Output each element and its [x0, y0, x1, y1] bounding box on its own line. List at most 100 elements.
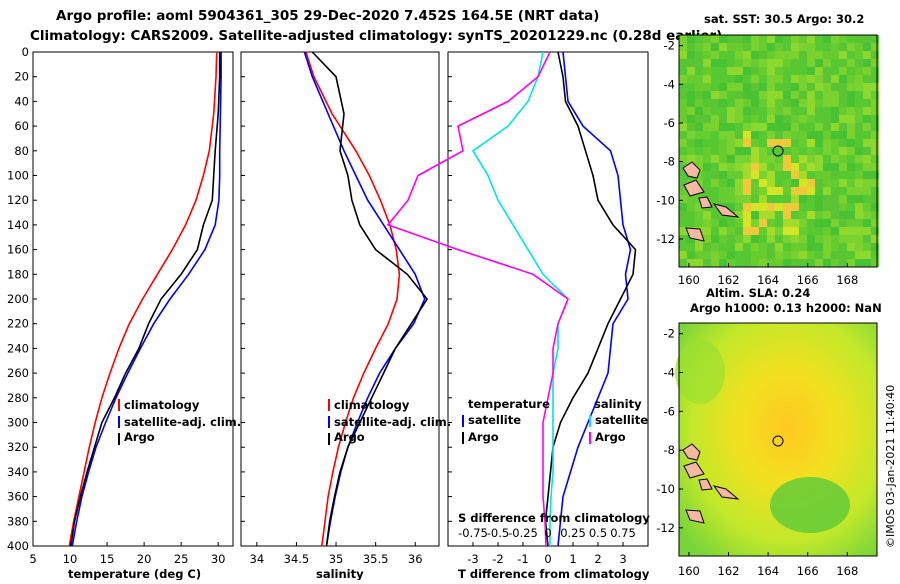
sst-cell	[727, 83, 735, 91]
sst-cell	[847, 43, 855, 51]
sst-cell	[839, 99, 847, 107]
sst-cell	[815, 251, 823, 259]
x-tick-label: 35	[329, 552, 344, 566]
sst-cell	[743, 91, 751, 99]
sst-cell	[775, 59, 783, 67]
sst-cell	[839, 115, 847, 123]
sst-cell	[799, 243, 807, 251]
sst-cell	[863, 115, 871, 123]
sst-cell	[687, 75, 695, 83]
sst-cell	[831, 99, 839, 107]
sst-cell	[711, 163, 719, 171]
sst-cell	[727, 187, 735, 195]
sst-cell	[823, 259, 831, 267]
sst-cell	[679, 91, 687, 99]
sst-cell	[855, 35, 863, 43]
sst-cell	[703, 59, 711, 67]
sst-cell	[719, 219, 727, 227]
difference-series	[386, 51, 637, 547]
argo-float-marker	[772, 435, 784, 447]
sst-cell	[831, 211, 839, 219]
sst-cell	[815, 211, 823, 219]
sst-cell	[759, 59, 767, 67]
sst-cell	[783, 43, 791, 51]
sst-cell	[807, 171, 815, 179]
sst-cell	[871, 251, 879, 259]
sst-cell	[799, 147, 807, 155]
sst-cell	[751, 59, 759, 67]
sst-cell	[799, 123, 807, 131]
sst-cell	[791, 251, 799, 259]
sst-cell	[871, 235, 879, 243]
sst-cell	[807, 155, 815, 163]
sst-cell	[703, 35, 711, 43]
sst-cell	[695, 91, 703, 99]
sst-cell	[847, 115, 855, 123]
sst-cell	[743, 99, 751, 107]
sst-cell	[823, 227, 831, 235]
x-tick-label: 35.5	[363, 552, 389, 566]
sst-cell	[863, 147, 871, 155]
sst-cell	[775, 147, 783, 155]
sst-cell	[719, 235, 727, 243]
sst-cell	[823, 211, 831, 219]
sst-cell	[831, 115, 839, 123]
sst-cell	[751, 155, 759, 163]
sst-cell	[743, 35, 751, 43]
sst-cell	[799, 187, 807, 195]
sst-cell	[799, 235, 807, 243]
sst-cell	[855, 67, 863, 75]
sst-cell	[711, 59, 719, 67]
sst-cell	[783, 187, 791, 195]
imos-credit: ©IMOS 03-Jan-2021 11:40:40	[884, 385, 897, 548]
sst-cell	[711, 75, 719, 83]
sst-cell	[831, 51, 839, 59]
sst-cell	[767, 203, 775, 211]
sst-cell	[775, 195, 783, 203]
sst-cell	[703, 259, 711, 267]
sst-cell	[743, 83, 751, 91]
sst-cell	[855, 51, 863, 59]
sst-cell	[863, 67, 871, 75]
sst-cell	[863, 259, 871, 267]
sst-cell	[719, 35, 727, 43]
sst-cell	[751, 139, 759, 147]
sst-cell	[751, 83, 759, 91]
sst-cell	[751, 219, 759, 227]
sst-cell	[775, 227, 783, 235]
sst-cell	[863, 211, 871, 219]
sst-cell	[799, 163, 807, 171]
sst-cell	[863, 107, 871, 115]
sst-cell	[695, 259, 703, 267]
sst-cell	[727, 91, 735, 99]
sst-cell	[751, 35, 759, 43]
sst-cell	[711, 155, 719, 163]
sst-cell	[695, 251, 703, 259]
sst-cell	[807, 147, 815, 155]
sst-cell	[815, 235, 823, 243]
map-lon-label: 164	[757, 273, 779, 287]
sst-cell	[703, 107, 711, 115]
sst-cell	[807, 195, 815, 203]
sst-cell	[847, 83, 855, 91]
sst-cell	[871, 155, 879, 163]
sst-cell	[703, 123, 711, 131]
sst-cell	[687, 107, 695, 115]
sst-cell	[823, 75, 831, 83]
sst-cell	[687, 195, 695, 203]
sst-cell	[871, 91, 879, 99]
sst-cell	[727, 99, 735, 107]
sst-cell	[751, 163, 759, 171]
sst-cell	[783, 107, 791, 115]
sst-cell	[863, 35, 871, 43]
sst-cell	[735, 131, 743, 139]
sst-cell	[807, 35, 815, 43]
sst-cell	[831, 187, 839, 195]
sst-cell	[679, 131, 687, 139]
sst-cell	[871, 219, 879, 227]
sst-cell	[839, 187, 847, 195]
sst-cell	[839, 163, 847, 171]
sst-cell	[855, 203, 863, 211]
sst-cell	[775, 67, 783, 75]
